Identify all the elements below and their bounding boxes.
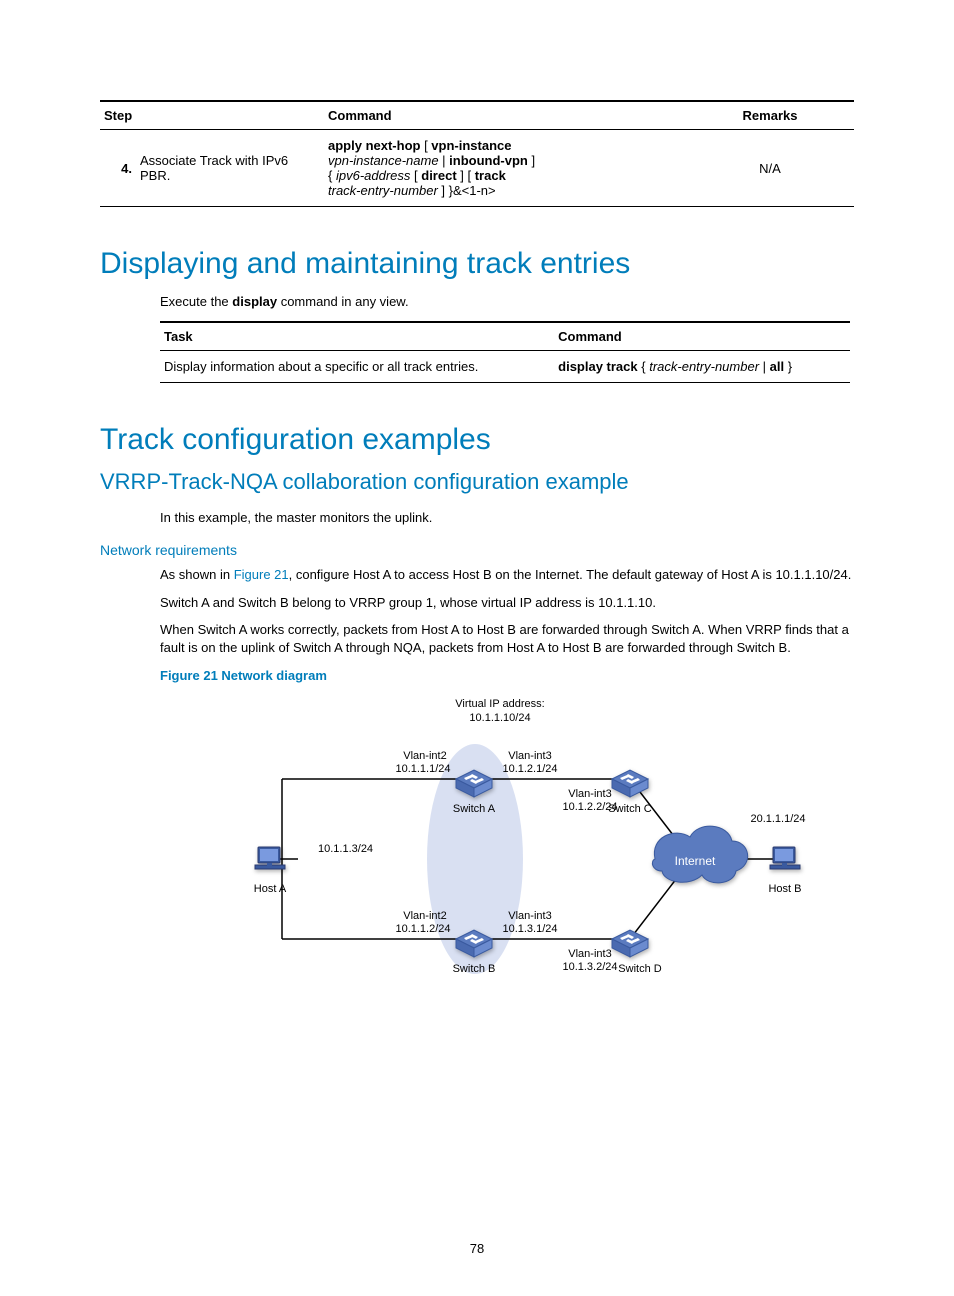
sb-v3b: 10.1.3.1/24 — [502, 923, 557, 935]
host-a-label: Host A — [254, 883, 287, 895]
table-step-command: Step Command Remarks 4. Associate Track … — [100, 100, 854, 207]
table-row: 4. Associate Track with IPv6 PBR. apply … — [100, 130, 854, 207]
cmd-var: track-entry-number — [328, 183, 438, 198]
sb-v3a: Vlan-int3 — [508, 910, 551, 922]
hostb-ip: 20.1.1.1/24 — [750, 813, 805, 825]
page: Step Command Remarks 4. Associate Track … — [0, 0, 954, 1296]
task-desc: Display information about a specific or … — [160, 350, 554, 382]
cmd-punct: [ — [410, 168, 421, 183]
cmd-punct: ] [ — [457, 168, 475, 183]
cmd-punct: | — [759, 359, 770, 374]
para-3: When Switch A works correctly, packets f… — [160, 621, 854, 656]
table-task-command: Task Command Display information about a… — [160, 321, 850, 383]
cmd-kw: track — [475, 168, 506, 183]
txt: command in any view. — [277, 294, 409, 309]
cmd-punct: { — [638, 359, 650, 374]
figure-caption: Figure 21 Network diagram — [160, 668, 854, 683]
cmd-punct: [ — [420, 138, 431, 153]
step-cmd: apply next-hop [ vpn-instance vpn-instan… — [324, 130, 686, 207]
switch-d-icon — [612, 930, 648, 957]
hosta-ip: 10.1.1.3/24 — [318, 843, 373, 855]
host-a-icon — [255, 847, 285, 869]
switch-d-label: Switch D — [618, 963, 661, 975]
host-b-icon — [770, 847, 800, 869]
cmd-kw: apply next-hop — [328, 138, 420, 153]
sa-v3a: Vlan-int3 — [508, 750, 551, 762]
sc-v3a: Vlan-int3 — [568, 788, 611, 800]
para-1: As shown in Figure 21, configure Host A … — [160, 566, 854, 584]
cmd-var: track-entry-number — [649, 359, 759, 374]
exec-line: Execute the display command in any view. — [160, 293, 854, 311]
table-row: Display information about a specific or … — [160, 350, 850, 382]
txt: , configure Host A to access Host B on t… — [289, 567, 852, 582]
th-step: Step — [100, 101, 324, 130]
cmd-var: ipv6-address — [336, 168, 410, 183]
heading-network-req: Network requirements — [100, 542, 854, 558]
intro-text: In this example, the master monitors the… — [160, 509, 854, 527]
cmd-kw: all — [770, 359, 784, 374]
switch-a-label: Switch A — [453, 803, 496, 815]
task-cmd: display track { track-entry-number | all… — [554, 350, 850, 382]
host-b-label: Host B — [768, 883, 801, 895]
sb-v2a: Vlan-int2 — [403, 910, 446, 922]
step-desc: Associate Track with IPv6 PBR. — [136, 130, 324, 207]
sa-v3b: 10.1.2.1/24 — [502, 763, 557, 775]
cmd-punct: | — [439, 153, 450, 168]
vip-label-2: 10.1.1.10/24 — [469, 712, 530, 724]
heading-vrrp: VRRP-Track-NQA collaboration configurati… — [100, 469, 854, 495]
cmd-kw: vpn-instance — [431, 138, 511, 153]
cmd-punct: ] — [528, 153, 535, 168]
cmd-kw: display — [232, 294, 277, 309]
th-command: Command — [324, 101, 686, 130]
step-remarks: N/A — [686, 130, 854, 207]
th-remarks: Remarks — [686, 101, 854, 130]
th-command: Command — [554, 322, 850, 351]
cmd-kw: display track — [558, 359, 638, 374]
cmd-kw: inbound-vpn — [449, 153, 528, 168]
sa-v2a: Vlan-int2 — [403, 750, 446, 762]
txt: Execute the — [160, 294, 232, 309]
sd-v3b: 10.1.3.2/24 — [562, 961, 617, 973]
figure-ref-link[interactable]: Figure 21 — [234, 567, 289, 582]
heading-examples: Track configuration examples — [100, 423, 854, 457]
th-task: Task — [160, 322, 554, 351]
switch-b-label: Switch B — [453, 963, 496, 975]
cmd-punct: } — [784, 359, 792, 374]
cmd-punct: ] }&<1-n> — [438, 183, 496, 198]
page-number: 78 — [0, 1241, 954, 1256]
switch-c-label: Switch C — [608, 803, 651, 815]
diagram-svg: Internet Virtual IP address: 10.1.1.10/2… — [210, 689, 830, 989]
cmd-var: vpn-instance-name — [328, 153, 439, 168]
sb-v2b: 10.1.1.2/24 — [395, 923, 450, 935]
cmd-kw: direct — [421, 168, 456, 183]
txt: As shown in — [160, 567, 234, 582]
step-number: 4. — [100, 130, 136, 207]
vip-label-1: Virtual IP address: — [455, 698, 544, 710]
switch-c-icon — [612, 770, 648, 797]
sd-v3a: Vlan-int3 — [568, 948, 611, 960]
internet-label: Internet — [675, 854, 716, 868]
sa-v2b: 10.1.1.1/24 — [395, 763, 450, 775]
network-diagram: Internet Virtual IP address: 10.1.1.10/2… — [210, 689, 830, 989]
cmd-punct: { — [328, 168, 336, 183]
para-2: Switch A and Switch B belong to VRRP gro… — [160, 594, 854, 612]
heading-displaying: Displaying and maintaining track entries — [100, 247, 854, 281]
